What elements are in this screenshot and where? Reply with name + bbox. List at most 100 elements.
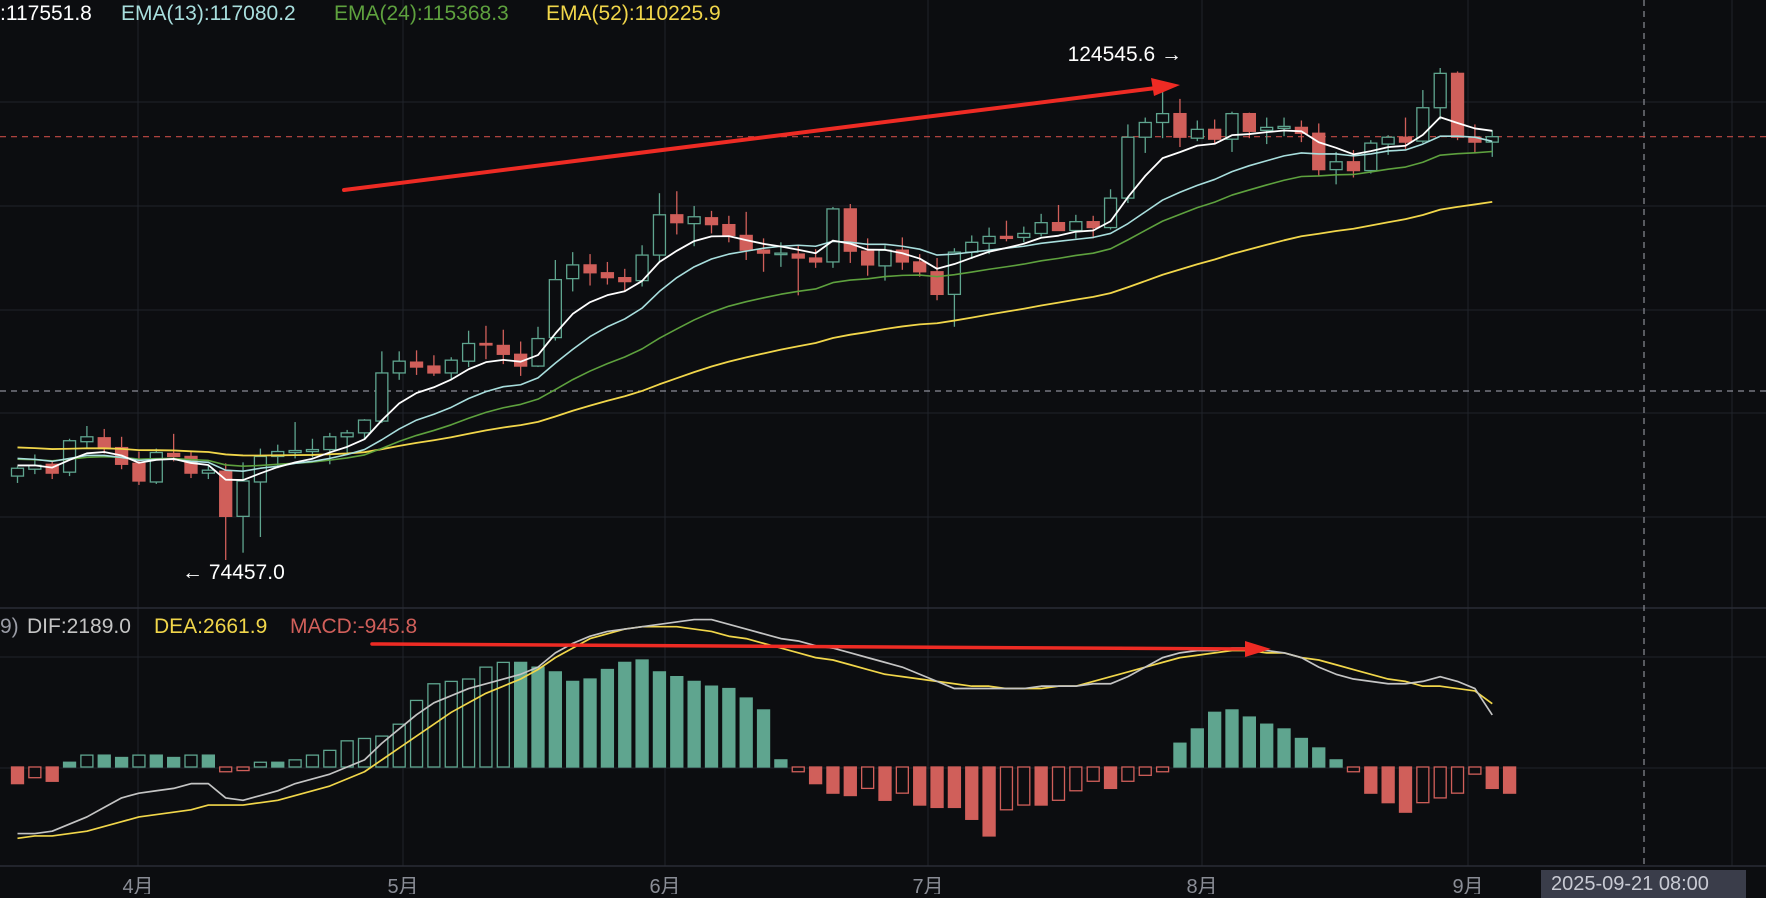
macd-bar — [461, 678, 476, 768]
candle-body — [1225, 112, 1239, 140]
candle-body — [149, 451, 163, 483]
candle-body — [1190, 128, 1204, 139]
macd-bar — [808, 766, 823, 785]
macd-bar — [1034, 766, 1048, 806]
macd-bar — [184, 754, 198, 768]
candle-body — [1364, 142, 1378, 172]
candle-body — [323, 436, 337, 451]
candles — [10, 68, 1499, 560]
macd-bar — [149, 754, 163, 768]
candle-body — [982, 235, 996, 244]
candle-body — [166, 452, 181, 458]
candle-body — [1121, 136, 1135, 199]
candle-body — [288, 449, 302, 454]
candle-body — [1069, 221, 1083, 232]
x-tick-label: 7月 — [912, 876, 943, 894]
candle-body — [670, 214, 684, 224]
candle-body — [1381, 136, 1395, 145]
macd-bar — [1086, 766, 1100, 782]
macd-bar — [878, 766, 892, 801]
macd-bar — [1450, 766, 1465, 794]
candle-body — [1017, 232, 1031, 239]
macd-bar — [236, 766, 250, 772]
candle-body — [201, 469, 216, 474]
candle-body — [461, 342, 476, 362]
macd-histogram — [10, 659, 1517, 837]
macd-bar — [913, 766, 927, 806]
macd-bar — [375, 735, 389, 768]
ema24-line — [17, 150, 1493, 468]
macd-bar — [1346, 766, 1361, 773]
macd-bar — [895, 766, 909, 794]
candle-body — [722, 223, 736, 237]
candle-body — [271, 450, 285, 458]
candle-body — [1346, 161, 1361, 172]
candle-body — [548, 278, 562, 339]
candle-body — [1086, 221, 1100, 229]
price-trend-arrow-head — [1151, 78, 1180, 96]
macd-bar — [670, 675, 684, 768]
candle-body — [1208, 128, 1222, 140]
candle-body — [479, 342, 493, 346]
macd-bar — [635, 659, 649, 768]
ema52-line — [17, 201, 1493, 457]
macd-bar — [1277, 728, 1291, 768]
candle-body — [808, 257, 823, 263]
grid — [0, 0, 1766, 867]
macd-bar — [1051, 766, 1066, 801]
macd-bar — [114, 756, 129, 768]
candle-body — [10, 467, 25, 477]
x-axis-ticks: 4月 5月 6月 7月 8月 9月 — [122, 876, 1483, 894]
crosshair-date-label: 2025-09-21 08:00 — [1541, 870, 1746, 898]
candle-body — [826, 208, 840, 263]
candle-body — [427, 365, 441, 374]
macd-bar — [739, 697, 753, 768]
ema24-legend: EMA(24):115368.3 — [334, 2, 509, 25]
candle-body — [1277, 125, 1291, 130]
candle-body — [618, 277, 632, 283]
candle-body — [652, 214, 667, 256]
candle-body — [219, 470, 233, 518]
candle-body — [739, 234, 753, 251]
macd-bar — [427, 683, 441, 768]
reference-lines — [0, 136, 1766, 392]
candle-body — [496, 344, 510, 355]
candle-body — [236, 480, 250, 518]
macd-bar — [1312, 747, 1326, 768]
macd-bar — [548, 671, 562, 768]
candle-body — [1416, 107, 1430, 142]
candle-body — [444, 359, 458, 374]
macd-bar — [687, 680, 701, 768]
candle-body — [1155, 112, 1170, 124]
candle-body — [861, 250, 875, 266]
candle-body — [756, 249, 771, 254]
macd-bar — [305, 754, 320, 768]
macd-bar — [531, 666, 545, 768]
macd-bar — [1294, 737, 1309, 768]
candle-body — [913, 261, 927, 273]
ema-lines — [17, 116, 1493, 481]
candle-body — [80, 436, 94, 443]
macd-trend-arrow-head — [1245, 641, 1271, 657]
macd-bar — [861, 766, 875, 790]
macd-bar — [704, 685, 719, 768]
macd-bar — [10, 766, 25, 785]
macd-trend-arrow-shaft — [370, 642, 1247, 651]
x-tick-label: 8月 — [1186, 876, 1217, 894]
macd-bar — [1433, 766, 1447, 799]
candle-body — [409, 361, 424, 368]
macd-bar — [132, 754, 146, 768]
x-tick-label: 4月 — [122, 876, 153, 894]
candle-body — [965, 241, 979, 253]
macd-bar — [357, 737, 372, 768]
macd-bar — [1364, 766, 1378, 794]
candle-body — [1398, 136, 1413, 143]
candle-body — [1242, 112, 1256, 132]
macd-bar — [652, 671, 667, 768]
candle-body — [895, 249, 909, 263]
macd-bar — [1208, 711, 1222, 768]
macd-bar — [618, 661, 632, 768]
macd-bar — [1190, 728, 1204, 768]
high-price-annotation: 124545.6 → — [1068, 43, 1182, 66]
